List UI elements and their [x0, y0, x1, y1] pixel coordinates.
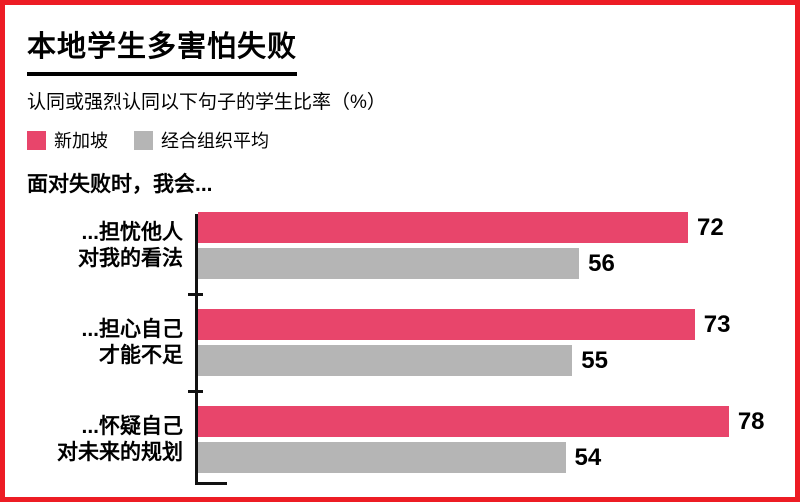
- legend-item-singapore: 新加坡: [27, 127, 108, 153]
- category-label: ...怀疑自己 对未来的规划: [57, 414, 183, 464]
- singapore-bar: [198, 406, 729, 437]
- bar-chart: ...担忧他人 对我的看法 72 56 ...担心自己 才能不足: [27, 212, 775, 485]
- legend: 新加坡 经合组织平均: [27, 127, 775, 153]
- bar-value: 72: [697, 213, 724, 241]
- bar-row: 54: [198, 442, 775, 473]
- bar-group: ...怀疑自己 对未来的规划 78 54: [27, 406, 775, 473]
- category-label: ...担心自己 才能不足: [81, 317, 183, 367]
- bar-group: ...担忧他人 对我的看法 72 56: [27, 212, 775, 279]
- bar-value: 56: [588, 249, 615, 277]
- axis-bottom-tick: [195, 482, 227, 485]
- singapore-swatch: [27, 130, 46, 150]
- bar-track: 73 55: [198, 309, 775, 376]
- oecd-bar: [198, 442, 566, 473]
- axis-foot-space: [27, 473, 775, 485]
- bar-row: 78: [198, 406, 775, 437]
- bar-row: 55: [198, 345, 775, 376]
- singapore-bar: [198, 212, 688, 243]
- group-intro-text: 面对失败时，我会...: [27, 173, 213, 196]
- bar-row: 72: [198, 212, 775, 243]
- axis-tick-row: [27, 376, 775, 406]
- oecd-swatch: [134, 130, 153, 150]
- axis-tick-row: [27, 279, 775, 309]
- bar-group: ...担心自己 才能不足 73 55: [27, 309, 775, 376]
- legend-item-oecd: 经合组织平均: [134, 127, 269, 153]
- bar-track: 78 54: [198, 406, 775, 473]
- bar-value: 54: [574, 443, 602, 471]
- bar-row: 73: [198, 309, 775, 340]
- y-axis-line: [195, 214, 198, 485]
- bar-value: 73: [703, 310, 731, 338]
- legend-label-oecd: 经合组织平均: [161, 131, 269, 151]
- legend-label-singapore: 新加坡: [54, 131, 108, 151]
- chart-subtitle: 认同或强烈认同以下句子的学生比率（%）: [27, 92, 386, 113]
- category-label: ...担忧他人 对我的看法: [78, 220, 183, 270]
- singapore-bar: [198, 309, 695, 340]
- bar-track: 72 56: [198, 212, 775, 279]
- oecd-bar: [198, 248, 580, 279]
- page-title: 本地学生多害怕失败: [27, 23, 298, 76]
- bar-row: 56: [198, 248, 775, 279]
- oecd-bar: [198, 345, 573, 376]
- bar-value: 78: [737, 407, 765, 435]
- bar-value: 55: [581, 346, 608, 374]
